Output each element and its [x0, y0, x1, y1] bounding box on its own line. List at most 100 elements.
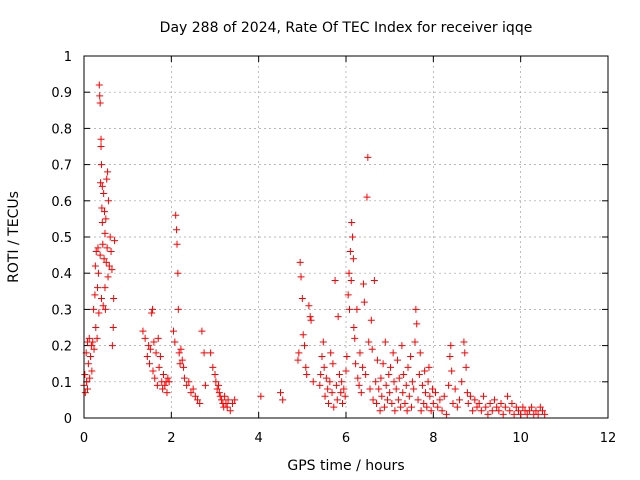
data-point [332, 381, 340, 389]
data-point [180, 363, 188, 371]
data-point [198, 327, 206, 335]
data-point [257, 392, 265, 400]
data-point [331, 276, 339, 284]
data-point [351, 334, 359, 342]
data-point [83, 385, 91, 393]
data-point [405, 392, 413, 400]
data-point [402, 381, 410, 389]
data-point [333, 396, 341, 404]
y-tick-label: 0.8 [51, 122, 72, 137]
data-point [146, 360, 153, 368]
data-point [328, 389, 336, 397]
data-point [504, 392, 512, 400]
data-point [316, 381, 324, 389]
data-point [440, 392, 448, 400]
data-point [391, 407, 399, 415]
data-point [91, 262, 99, 270]
data-point [348, 219, 356, 227]
data-point [165, 378, 173, 386]
data-point [90, 305, 98, 313]
data-point [231, 396, 239, 404]
data-point [212, 378, 220, 386]
data-point [342, 367, 350, 375]
data-point [425, 363, 433, 371]
data-point [302, 363, 310, 371]
data-point [213, 385, 221, 393]
data-point [346, 247, 354, 255]
data-point [447, 342, 455, 350]
data-point [176, 360, 184, 368]
data-point [100, 255, 108, 263]
data-point [109, 324, 117, 331]
data-point [295, 349, 303, 357]
data-point [93, 334, 101, 342]
data-point [106, 233, 114, 241]
data-point [469, 407, 477, 415]
data-point [163, 389, 171, 397]
data-point [94, 244, 102, 252]
data-point [224, 396, 232, 404]
data-point [226, 407, 234, 415]
data-point [456, 396, 464, 404]
x-tick-label: 12 [600, 431, 617, 446]
data-point [415, 371, 423, 379]
data-point [141, 334, 149, 342]
data-point [101, 284, 109, 292]
data-point [486, 400, 494, 408]
data-point [334, 313, 342, 321]
data-point [411, 338, 419, 346]
data-point [87, 352, 95, 360]
data-point [97, 295, 105, 303]
data-point [541, 410, 549, 418]
y-tick-label: 0.9 [51, 86, 72, 101]
data-point [475, 400, 483, 408]
data-point [379, 360, 387, 368]
data-points [80, 81, 549, 418]
data-point [101, 208, 109, 216]
data-point [156, 352, 164, 360]
data-point [344, 291, 352, 299]
data-point [349, 255, 357, 263]
data-point [183, 381, 191, 389]
data-point [297, 273, 305, 281]
data-point [101, 229, 109, 237]
data-point [369, 396, 377, 404]
data-point [306, 313, 314, 321]
data-point [534, 410, 542, 418]
data-point [96, 99, 104, 107]
data-point [309, 378, 317, 386]
data-point [96, 92, 104, 100]
data-point [104, 197, 112, 205]
data-point [329, 360, 337, 368]
data-point [174, 305, 182, 313]
data-point [152, 349, 160, 357]
data-point [320, 363, 328, 371]
data-point [88, 367, 96, 375]
data-point [185, 378, 193, 386]
data-point [373, 356, 381, 364]
data-point [421, 389, 429, 397]
data-point [101, 305, 109, 313]
data-point [108, 342, 116, 350]
data-point [337, 389, 345, 397]
data-point [464, 400, 472, 408]
data-point [377, 374, 385, 382]
data-point [356, 349, 364, 357]
x-tick-label: 10 [512, 431, 529, 446]
y-tick-label: 0.5 [51, 231, 72, 246]
data-point [173, 240, 181, 248]
data-point [343, 352, 351, 360]
y-tick-label: 0.2 [51, 340, 72, 355]
data-point [525, 407, 533, 415]
data-point [98, 219, 106, 227]
chart-title: Day 288 of 2024, Rate Of TEC Index for r… [160, 20, 533, 36]
data-point [338, 378, 346, 386]
data-point [427, 407, 435, 415]
data-point [353, 305, 361, 313]
data-point [462, 363, 470, 371]
data-point [360, 298, 368, 306]
data-point [102, 258, 110, 266]
data-point [399, 389, 407, 397]
data-point [207, 349, 215, 357]
data-point [499, 410, 507, 418]
